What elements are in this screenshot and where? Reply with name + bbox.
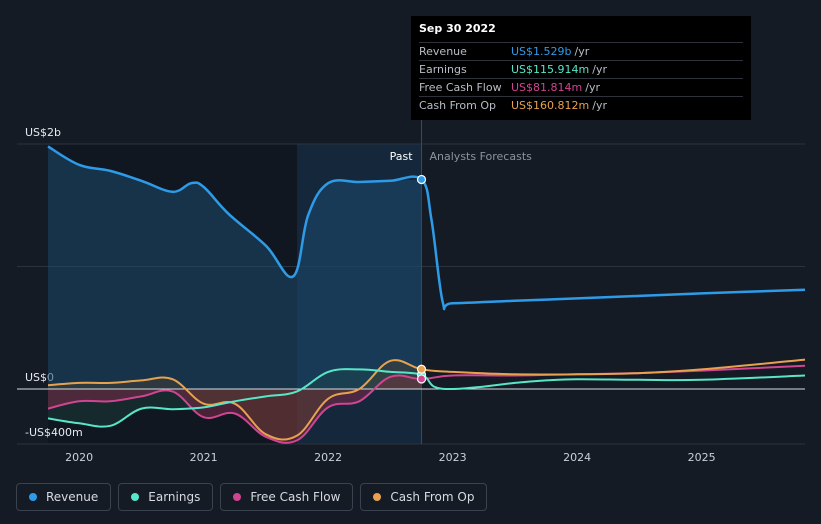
tooltip-row-cash-from-op: Cash From Op US$160.812m /yr: [419, 96, 743, 114]
x-tick-label: 2022: [314, 451, 342, 464]
marker-point-free-cash-flow: [416, 374, 427, 384]
tooltip-label: Free Cash Flow: [419, 81, 502, 94]
tooltip-unit: /yr: [585, 81, 600, 94]
tooltip-value: US$115.914m: [511, 63, 590, 76]
legend-item-earnings[interactable]: Earnings: [118, 483, 214, 511]
tooltip-label: Earnings: [419, 63, 467, 76]
area-revenue: [48, 146, 422, 389]
y-tick-label: US$0: [25, 371, 54, 384]
legend-item-cash-from-op[interactable]: Cash From Op: [360, 483, 488, 511]
legend-item-revenue[interactable]: Revenue: [16, 483, 112, 511]
tooltip-value: US$81.814m: [511, 81, 583, 94]
legend-label: Cash From Op: [390, 490, 475, 504]
x-tick-label: 2024: [563, 451, 591, 464]
legend-label: Free Cash Flow: [250, 490, 341, 504]
legend-dot-icon: [29, 493, 37, 501]
y-tick-label: -US$400m: [25, 426, 83, 439]
area-free-cash-flow: [48, 375, 422, 443]
tooltip-unit: /yr: [574, 45, 590, 58]
tooltip-value: US$160.812m: [511, 99, 590, 112]
legend-dot-icon: [373, 493, 382, 501]
x-tick-label: 2023: [439, 451, 467, 464]
x-tick-label: 2021: [190, 451, 218, 464]
tooltip-label: Cash From Op: [419, 99, 497, 112]
series-line-revenue: [47, 145, 806, 311]
tooltip: Sep 30 2022 Revenue US$1.529b /yr Earnin…: [411, 16, 751, 120]
series-line-cash-from-op: [47, 358, 806, 441]
series-line-earnings: [47, 368, 806, 428]
marker-point-cash-from-op: [416, 364, 427, 374]
y-tick-label: US$2b: [25, 126, 61, 139]
tooltip-row-free-cash-flow: Free Cash Flow US$81.814m /yr: [419, 78, 743, 96]
legend-dot-icon: [131, 493, 140, 501]
legend: Revenue Earnings Free Cash Flow Cash Fro…: [16, 483, 488, 513]
area-cash-from-op: [48, 360, 422, 440]
tooltip-date: Sep 30 2022: [419, 22, 496, 35]
past-label: Past: [390, 150, 414, 163]
tooltip-row-earnings: Earnings US$115.914m /yr: [419, 60, 743, 78]
tooltip-label: Revenue: [419, 45, 467, 58]
marker-point-revenue: [416, 174, 427, 185]
legend-item-free-cash-flow[interactable]: Free Cash Flow: [220, 483, 354, 511]
tooltip-row-revenue: Revenue US$1.529b /yr: [419, 42, 743, 60]
tooltip-value: US$1.529b: [511, 45, 572, 58]
x-tick-label: 2020: [65, 451, 93, 464]
legend-label: Revenue: [46, 490, 99, 504]
legend-label: Earnings: [148, 490, 201, 504]
x-tick-label: 2025: [688, 451, 716, 464]
tooltip-unit: /yr: [592, 99, 607, 112]
forecast-label: Analysts Forecasts: [430, 150, 533, 163]
tooltip-unit: /yr: [592, 63, 607, 76]
legend-dot-icon: [233, 493, 242, 501]
